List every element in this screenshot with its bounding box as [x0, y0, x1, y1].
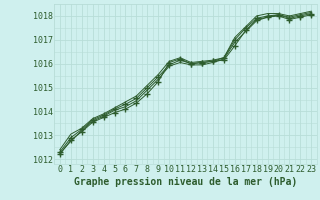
X-axis label: Graphe pression niveau de la mer (hPa): Graphe pression niveau de la mer (hPa) — [74, 177, 297, 187]
